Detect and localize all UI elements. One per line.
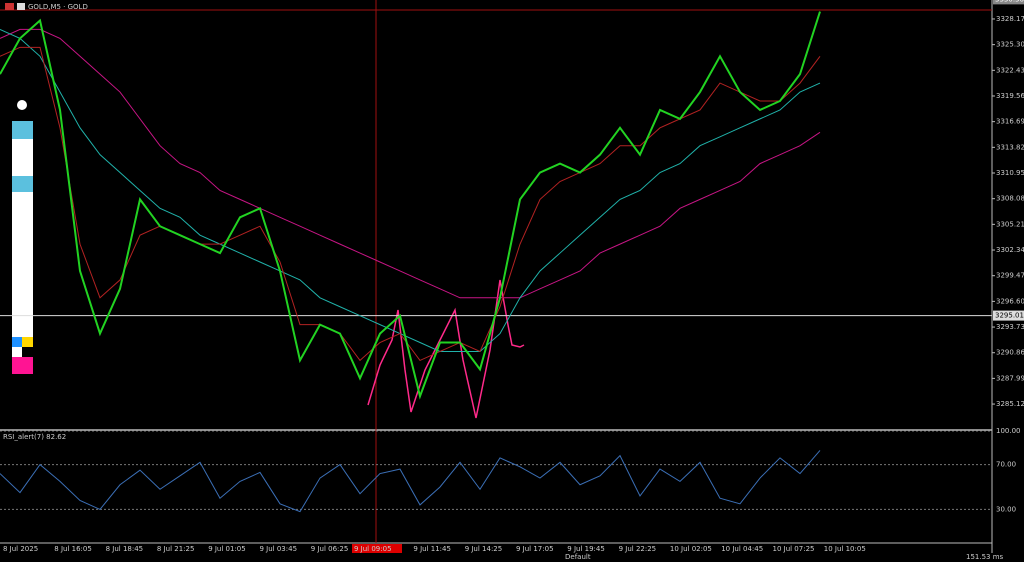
- x-tick-label: 10 Jul 02:05: [670, 545, 712, 553]
- tool-eye[interactable]: [12, 121, 33, 139]
- symbol-label: GOLD,M5 · GOLD: [28, 3, 88, 11]
- y-tick-label: 3310.95: [996, 169, 1024, 177]
- series-line: [0, 28, 821, 299]
- y-tick-label: 3305.21: [996, 220, 1024, 228]
- x-tick-label: 8 Jul 21:25: [157, 545, 195, 553]
- toolbar-panel: [12, 121, 33, 374]
- rsi-line: [0, 450, 821, 513]
- x-tick-label: 9 Jul 17:05: [516, 545, 554, 553]
- x-tick-label: 9 Jul 03:45: [260, 545, 298, 553]
- y-tick-label: 3287.99: [996, 374, 1024, 382]
- y-tick-label: 3296.60: [996, 297, 1024, 305]
- x-tick-label: 9 Jul 22:25: [619, 545, 657, 553]
- series-line: [0, 28, 821, 352]
- x-tick-label: 10 Jul 07:25: [773, 545, 815, 553]
- rsi-tick-label: 100.00: [996, 427, 1021, 435]
- y-tick-label: 3319.56: [996, 92, 1024, 100]
- x-tick-label: 10 Jul 10:05: [824, 545, 866, 553]
- y-tick-label: 3285.12: [996, 400, 1024, 408]
- x-tick-label: 10 Jul 04:45: [721, 545, 763, 553]
- x-tick-label: 8 Jul 16:05: [54, 545, 92, 553]
- y-tick-label: 3328.17: [996, 15, 1024, 23]
- color-blue[interactable]: [12, 337, 22, 347]
- hline-price: 3295.01: [995, 312, 1024, 320]
- rsi-tick-label: 30.00: [996, 505, 1016, 513]
- y-tick-label: 3293.73: [996, 323, 1024, 331]
- color-black[interactable]: [22, 347, 33, 357]
- status-profile: Default: [565, 553, 591, 561]
- flag-icon: [5, 3, 14, 10]
- color-yellow[interactable]: [22, 337, 33, 347]
- x-tick-label: 9 Jul 11:45: [413, 545, 451, 553]
- status-ping: 151.53 ms: [966, 553, 1004, 561]
- current-price-box: [993, 0, 1024, 5]
- drawing-toolbar: [12, 100, 33, 374]
- series-line: [0, 11, 821, 400]
- pen-tool[interactable]: [17, 100, 27, 110]
- y-tick-label: 3322.43: [996, 66, 1024, 74]
- rsi-title: RSI_alert(7) 82.62: [3, 433, 66, 441]
- y-tick-label: 3299.47: [996, 272, 1024, 280]
- x-tick-label: 8 Jul 18:45: [106, 545, 144, 553]
- color-pink[interactable]: [12, 357, 33, 374]
- x-tick-label: 9 Jul 09:05: [354, 545, 392, 553]
- x-tick-label: 9 Jul 19:45: [567, 545, 605, 553]
- menu-icon[interactable]: [17, 3, 25, 10]
- rsi-tick-label: 70.00: [996, 461, 1016, 469]
- current-price: 3330.36: [995, 0, 1024, 3]
- y-tick-label: 3325.30: [996, 41, 1024, 49]
- crosshair-time-box: [352, 544, 402, 553]
- y-tick-label: 3290.86: [996, 349, 1024, 357]
- x-tick-label: 9 Jul 14:25: [465, 545, 503, 553]
- y-tick-label: 3316.69: [996, 118, 1024, 126]
- y-tick-label: 3308.08: [996, 195, 1024, 203]
- tool-ruler[interactable]: [12, 176, 33, 192]
- y-tick-label: 3302.34: [996, 246, 1024, 254]
- hline-price-box: [993, 310, 1024, 321]
- x-tick-label: 9 Jul 01:05: [208, 545, 246, 553]
- y-tick-label: 3313.82: [996, 143, 1024, 151]
- series-line: [0, 46, 821, 362]
- x-tick-label: 8 Jul 2025: [3, 545, 38, 553]
- x-tick-label: 9 Jul 06:25: [311, 545, 349, 553]
